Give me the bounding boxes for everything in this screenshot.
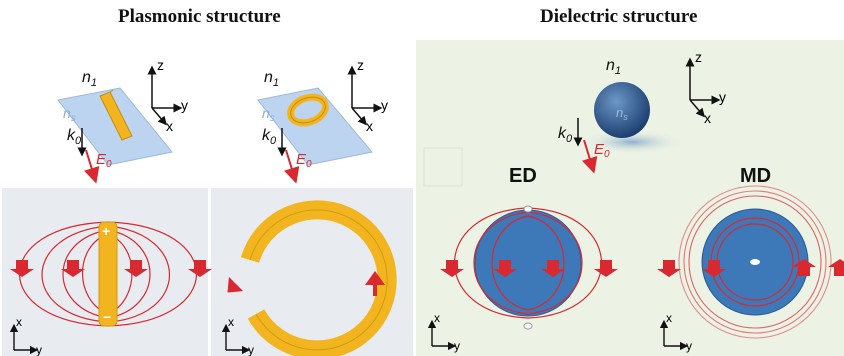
rod-schematic: n1 ns k0 E0 z y x: [57, 57, 188, 184]
e0-arrow: [84, 149, 100, 184]
n1-label-3: n1: [606, 57, 621, 77]
svg-text:y: y: [686, 339, 692, 353]
svg-text:z: z: [695, 49, 702, 65]
svg-text:x: x: [434, 311, 440, 325]
svg-text:y: y: [248, 343, 254, 356]
ring-schematic: n1 ns k0 E0 z y x: [257, 57, 388, 184]
svg-text:y: y: [719, 89, 726, 105]
sphere-schematic: ns n1 k0 E0 z y x: [558, 49, 726, 174]
md-field: [657, 185, 844, 339]
substrate-plane-2: [257, 87, 373, 166]
ed-label: ED: [509, 165, 537, 187]
svg-text:y: y: [381, 97, 388, 113]
n1-label: n1: [82, 69, 97, 89]
rod-field-arrows: [10, 260, 212, 277]
faint-square: [423, 147, 463, 187]
svg-text:x: x: [704, 110, 711, 126]
axis-x: x: [166, 118, 173, 134]
e0-label-2: E0: [296, 151, 312, 170]
svg-text:x: x: [666, 311, 672, 325]
k0-label-2: k0: [262, 127, 277, 147]
e0-label: E0: [96, 151, 112, 170]
rod-dipole: [98, 221, 118, 327]
ed-field: [440, 205, 618, 330]
axis-y: y: [181, 97, 188, 113]
svg-text:z: z: [357, 57, 364, 73]
ed-sphere: [474, 209, 582, 317]
axes-ed-panel: x y: [427, 311, 460, 353]
dielectric-title: Dielectric structure: [540, 6, 698, 27]
minus-charge: −: [103, 309, 111, 325]
ns-sphere-label: ns: [616, 105, 628, 122]
ring-magnetic-field: [227, 200, 397, 356]
n1-label-2: n1: [264, 69, 279, 89]
sphere-shadow: [580, 130, 684, 154]
svg-text:x: x: [228, 315, 234, 329]
axes-rod-panel: x y: [9, 315, 42, 356]
svg-text:y: y: [36, 343, 42, 356]
plasmonic-title: Plasmonic structure: [118, 6, 281, 27]
svg-text:y: y: [454, 339, 460, 353]
k0-label-3: k0: [558, 125, 573, 145]
gold-rod: [99, 91, 133, 141]
svg-text:x: x: [16, 315, 22, 329]
plus-charge: +: [102, 223, 110, 239]
ns-label-2: ns: [262, 105, 275, 124]
md-label: MD: [740, 165, 771, 187]
ring-arrow-left: [227, 276, 244, 293]
k0-label: k0: [67, 127, 82, 147]
axes-md-panel: x y: [659, 311, 692, 353]
e0-label-3: E0: [594, 141, 610, 160]
axes-ring-panel: x y: [221, 315, 254, 356]
svg-text:x: x: [366, 118, 373, 134]
ring-arrow-right: [365, 271, 385, 285]
ns-label: ns: [63, 105, 76, 124]
axis-z: z: [157, 57, 164, 73]
dielectric-sphere: [594, 82, 650, 138]
